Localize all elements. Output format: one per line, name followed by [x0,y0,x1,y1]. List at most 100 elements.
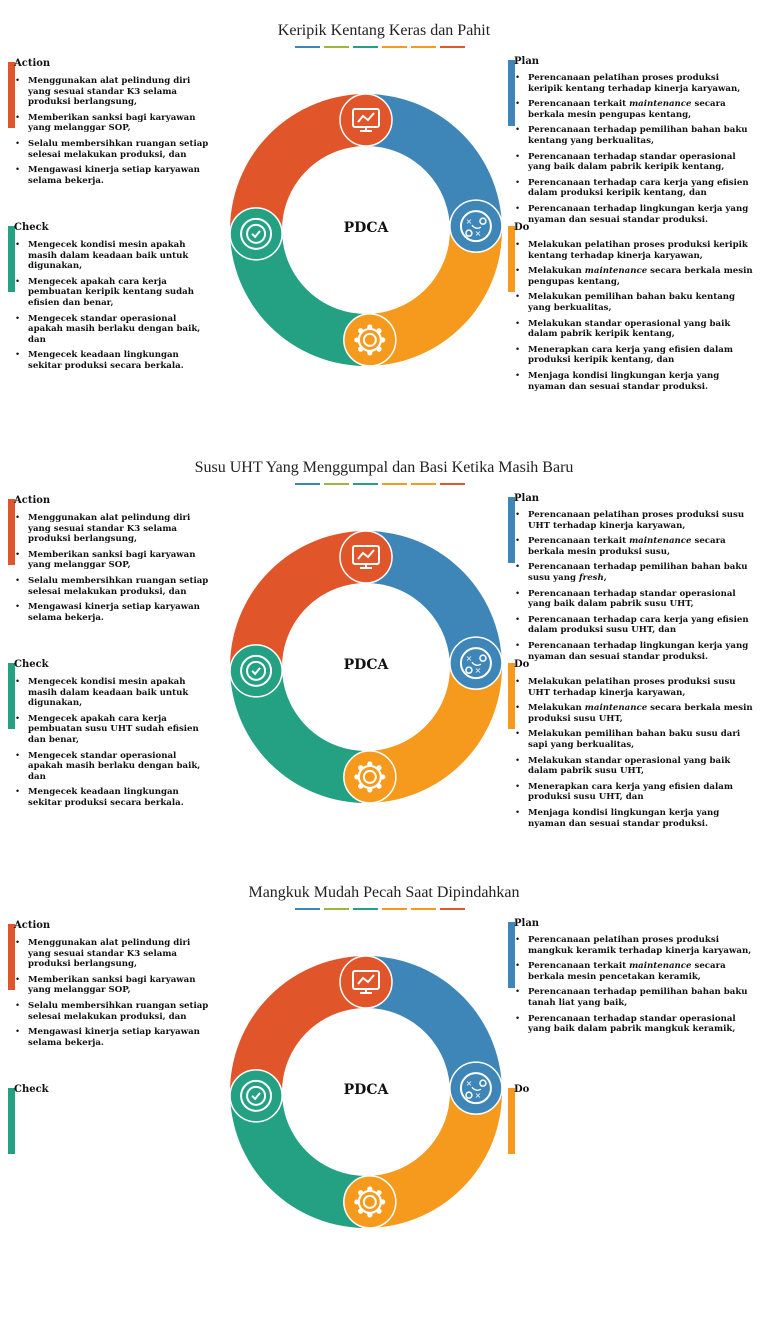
do-list-item: Melakukan pelatihan proses produksi susu… [514,677,756,698]
do-list-item: Melakukan pelatihan proses produksi keri… [514,240,756,261]
do-list-item: Melakukan pemilihan bahan baku susu dari… [514,729,756,750]
do-list-item: Menjaga kondisi lingkungan kerja yang ny… [514,808,756,829]
pdca-cycle-diagram: ×× [229,93,503,367]
plan-list-item: Perencanaan terkait maintenance secara b… [514,961,756,982]
monitor-chart-icon [339,530,393,584]
check-list: Mengecek kondisi mesin apakah masih dala… [14,240,210,377]
do-segment [361,662,502,803]
title-underline-decoration [295,483,465,486]
action-segment [230,93,371,235]
check-color-bar [8,226,15,292]
svg-text:×: × [466,654,473,663]
check-list-item: Mengecek standar operasional apakah masi… [14,751,210,783]
plan-heading: Plan [514,56,540,67]
do-color-bar [508,226,515,292]
check-list-item: Mengecek apakah cara kerja pembuatan sus… [14,714,210,746]
check-list-item: Mengecek keadaan lingkungan sekitar prod… [14,350,210,371]
check-segment [230,662,371,803]
pdca-section: Mangkuk Mudah Pecah Saat Dipindahkan Acti… [0,880,768,1320]
action-list-item: Menggunakan alat pelindung diri yang ses… [14,76,210,108]
monitor-chart-icon [339,93,393,147]
svg-text:×: × [466,1079,473,1088]
plan-list-item: Perencanaan terhadap pemilihan bahan bak… [514,125,756,146]
check-circle-icon [229,207,283,261]
plan-list-item: Perencanaan terhadap cara kerja yang efi… [514,615,756,636]
action-color-bar [8,499,15,565]
svg-text:×: × [466,217,473,226]
section-title: Susu UHT Yang Menggumpal dan Basi Ketika… [194,459,574,476]
plan-list-item: Perencanaan terhadap lingkungan kerja ya… [514,204,756,225]
plan-list-item: Perencanaan pelatihan proses produksi ke… [514,73,756,94]
plan-list-item: Perencanaan terhadap pemilihan bahan bak… [514,562,756,583]
plan-list: Perencanaan pelatihan proses produksi su… [514,510,756,667]
pdca-cycle-diagram: ×× [229,530,503,804]
plan-list-item: Perencanaan terhadap lingkungan kerja ya… [514,641,756,662]
pdca-center-label: PDCA [343,657,389,673]
plan-list-item: Perencanaan terkait maintenance secara b… [514,99,756,120]
action-list-item: Selalu membersihkan ruangan setiap seles… [14,576,210,597]
action-list-item: Memberikan sanksi bagi karyawan yang mel… [14,550,210,571]
action-heading: Action [14,495,51,506]
plan-list-item: Perencanaan pelatihan proses produksi ma… [514,935,756,956]
check-heading: Check [14,222,49,233]
action-heading: Action [14,920,51,931]
plan-list-item: Perencanaan terhadap pemilihan bahan bak… [514,987,756,1008]
do-list: Melakukan pelatihan proses produksi keri… [514,240,756,397]
plan-list-item: Perencanaan terhadap standar operasional… [514,589,756,610]
gear-icon [343,1175,397,1229]
action-list-item: Mengawasi kinerja setiap karyawan selama… [14,602,210,623]
plan-heading: Plan [514,493,540,504]
pdca-center-label: PDCA [343,1082,389,1098]
do-list: Melakukan pelatihan proses produksi susu… [514,677,756,834]
action-list-item: Selalu membersihkan ruangan setiap seles… [14,1001,210,1022]
gear-icon [343,750,397,804]
check-color-bar [8,663,15,729]
check-heading: Check [14,1084,49,1095]
section-title: Keripik Kentang Keras dan Pahit [277,22,491,39]
title-underline-decoration [295,908,465,911]
check-color-bar [8,1088,15,1154]
plan-heading: Plan [514,918,540,929]
check-list-item: Mengecek apakah cara kerja pembuatan ker… [14,277,210,309]
plan-list-item: Perencanaan terhadap standar operasional… [514,1014,756,1035]
plan-list-item: Perencanaan pelatihan proses produksi su… [514,510,756,531]
section-title: Mangkuk Mudah Pecah Saat Dipindahkan [248,884,520,901]
action-list-item: Memberikan sanksi bagi karyawan yang mel… [14,975,210,996]
check-circle-icon [229,1069,283,1123]
do-color-bar [508,663,515,729]
do-segment [361,225,502,366]
plan-list: Perencanaan pelatihan proses produksi ma… [514,935,756,1040]
do-heading: Do [514,659,530,670]
plan-color-bar [508,60,515,126]
check-list-item: Mengecek standar operasional apakah masi… [14,314,210,346]
do-list-item: Melakukan standar operasional yang baik … [514,756,756,777]
plan-color-bar [508,922,515,988]
plan-list-item: Perencanaan terhadap cara kerja yang efi… [514,178,756,199]
plan-color-bar [508,497,515,563]
monitor-chart-icon [339,955,393,1009]
do-list-item: Menerapkan cara kerja yang efisien dalam… [514,345,756,366]
check-circle-icon [229,644,283,698]
do-list-item: Menjaga kondisi lingkungan kerja yang ny… [514,371,756,392]
plan-list-item: Perencanaan terhadap standar operasional… [514,152,756,173]
action-list-item: Selalu membersihkan ruangan setiap seles… [14,139,210,160]
svg-text:×: × [475,666,482,675]
check-list-item: Mengecek keadaan lingkungan sekitar prod… [14,787,210,808]
plan-segment [366,531,502,672]
check-segment [230,225,371,366]
check-list-item: Mengecek kondisi mesin apakah masih dala… [14,677,210,709]
svg-text:×: × [475,1091,482,1100]
pdca-section: Keripik Kentang Keras dan Pahit Action Men… [0,18,768,458]
do-heading: Do [514,222,530,233]
pdca-center-label: PDCA [343,220,389,236]
action-segment [230,531,371,672]
action-color-bar [8,62,15,128]
action-color-bar [8,924,15,990]
title-underline-decoration [295,46,465,49]
do-list-item: Menerapkan cara kerja yang efisien dalam… [514,782,756,803]
do-list-item: Melakukan maintenance secara berkala mes… [514,703,756,724]
action-list-item: Mengawasi kinerja setiap karyawan selama… [14,1027,210,1048]
action-list-item: Menggunakan alat pelindung diri yang ses… [14,513,210,545]
action-list: Menggunakan alat pelindung diri yang ses… [14,938,210,1053]
check-heading: Check [14,659,49,670]
